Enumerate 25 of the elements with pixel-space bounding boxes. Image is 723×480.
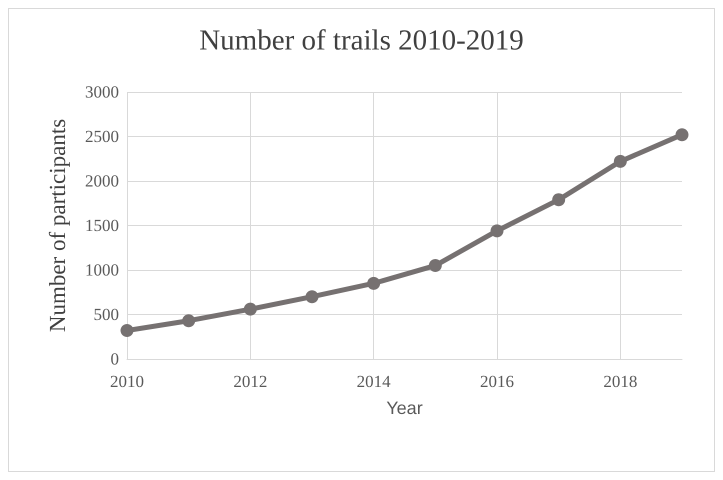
point xyxy=(614,154,627,168)
y-axis-title: Number of participants xyxy=(45,118,70,332)
y-tick-label: 1500 xyxy=(85,216,119,235)
x-axis-title: Year xyxy=(386,398,423,418)
point xyxy=(244,302,257,316)
y-tick-label: 0 xyxy=(110,350,119,368)
point xyxy=(120,324,134,338)
y-tick-label: 500 xyxy=(94,305,119,324)
point xyxy=(428,259,442,272)
point xyxy=(306,290,318,304)
y-tick-label: 2500 xyxy=(85,127,119,146)
point xyxy=(490,224,504,238)
x-tick-label: 2014 xyxy=(356,372,392,391)
y-tick-label: 1000 xyxy=(85,260,119,280)
point xyxy=(182,314,196,328)
point xyxy=(676,128,688,142)
y-tick-label: 2000 xyxy=(85,172,119,190)
x-tick-label: 2012 xyxy=(233,372,268,391)
x-tick-label: 2016 xyxy=(480,372,514,391)
y-tick-label: 3000 xyxy=(85,82,119,102)
point xyxy=(367,276,380,290)
chart-title: Number of trails 2010-2019 xyxy=(199,24,524,56)
point xyxy=(552,193,566,206)
x-tick-label: 2018 xyxy=(603,372,638,391)
x-tick-label: 2010 xyxy=(110,372,144,391)
